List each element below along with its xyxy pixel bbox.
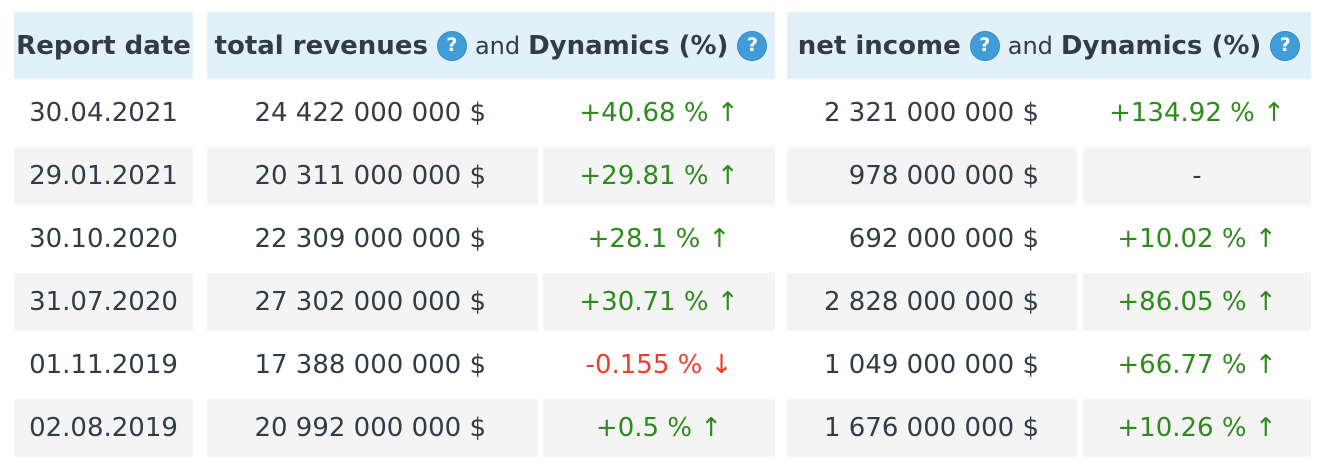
income-dynamics-cell: +66.77 % ↑: [1117, 350, 1277, 380]
income-dynamics-cell: +86.05 % ↑: [1083, 273, 1311, 331]
revenue-dynamics-cell: +40.68 % ↑: [579, 98, 739, 128]
revenue-dynamics-cell: +0.5 % ↑: [543, 399, 775, 457]
header-net-income-group: net income ? and Dynamics (%) ?: [787, 12, 1311, 79]
table-row: 29.01.2021 20 311 000 000 $ +29.81 % ↑ 9…: [14, 147, 1311, 205]
revenue-dynamics-cell: +30.71 % ↑: [543, 273, 775, 331]
help-icon-total-revenues[interactable]: ?: [436, 30, 467, 61]
help-icon-revenues-dynamics[interactable]: ?: [737, 30, 768, 61]
income-dynamics-cell: +10.26 % ↑: [1083, 399, 1311, 457]
net-income-cell: 978 000 000 $: [787, 147, 1077, 205]
table-row: 30.04.2021 24 422 000 000 $ +40.68 % ↑ 2…: [14, 84, 1311, 142]
help-icon-net-income[interactable]: ?: [969, 30, 1000, 61]
total-revenue-cell: 22 309 000 000 $: [254, 224, 486, 254]
income-dynamics-cell: +10.02 % ↑: [1117, 224, 1277, 254]
report-date-cell: 29.01.2021: [14, 147, 193, 205]
net-income-cell: 692 000 000 $: [848, 224, 1039, 254]
report-date-cell: 02.08.2019: [14, 399, 193, 457]
header-total-revenues-group: total revenues ? and Dynamics (%) ?: [207, 12, 775, 79]
revenue-dynamics-cell: +28.1 % ↑: [587, 224, 731, 254]
header-net-income-label: net income: [797, 30, 961, 61]
table-row: 30.10.2020 22 309 000 000 $ +28.1 % ↑ 69…: [14, 210, 1311, 268]
help-icon-income-dynamics[interactable]: ?: [1270, 30, 1301, 61]
question-mark-icon: ?: [979, 34, 991, 56]
total-revenue-cell: 24 422 000 000 $: [254, 98, 486, 128]
report-date-cell: 30.04.2021: [29, 98, 178, 128]
header-revenues-dynamics-label: Dynamics (%): [528, 30, 729, 61]
report-date-cell: 30.10.2020: [29, 224, 178, 254]
header-report-date: Report date: [14, 12, 193, 79]
revenue-dynamics-cell: +29.81 % ↑: [543, 147, 775, 205]
total-revenue-cell: 20 311 000 000 $: [207, 147, 538, 205]
table-row: 31.07.2020 27 302 000 000 $ +30.71 % ↑ 2…: [14, 273, 1311, 331]
report-date-cell: 01.11.2019: [29, 350, 178, 380]
net-income-cell: 1 676 000 000 $: [787, 399, 1077, 457]
financial-reports-table: Report date total revenues ? and Dynamic…: [14, 12, 1311, 457]
table-row: 02.08.2019 20 992 000 000 $ +0.5 % ↑ 1 6…: [14, 399, 1311, 457]
question-mark-icon: ?: [446, 34, 458, 56]
table-header-row: Report date total revenues ? and Dynamic…: [14, 12, 1311, 79]
total-revenue-cell: 20 992 000 000 $: [207, 399, 538, 457]
net-income-cell: 1 049 000 000 $: [823, 350, 1039, 380]
header-total-revenues-label: total revenues: [214, 30, 428, 61]
header-and-word-left: and: [474, 31, 521, 60]
net-income-cell: 2 828 000 000 $: [787, 273, 1077, 331]
income-dynamics-cell: -: [1083, 147, 1311, 205]
question-mark-icon: ?: [1279, 34, 1291, 56]
revenue-dynamics-cell: -0.155 % ↓: [585, 350, 733, 380]
question-mark-icon: ?: [746, 34, 758, 56]
net-income-cell: 2 321 000 000 $: [823, 98, 1039, 128]
table-body: 30.04.2021 24 422 000 000 $ +40.68 % ↑ 2…: [14, 84, 1311, 457]
total-revenue-cell: 27 302 000 000 $: [207, 273, 538, 331]
total-revenue-cell: 17 388 000 000 $: [254, 350, 486, 380]
header-income-dynamics-label: Dynamics (%): [1060, 30, 1262, 61]
header-and-word-right: and: [1007, 31, 1053, 60]
report-date-cell: 31.07.2020: [14, 273, 193, 331]
income-dynamics-cell: +134.92 % ↑: [1109, 98, 1285, 128]
table-row: 01.11.2019 17 388 000 000 $ -0.155 % ↓ 1…: [14, 336, 1311, 394]
